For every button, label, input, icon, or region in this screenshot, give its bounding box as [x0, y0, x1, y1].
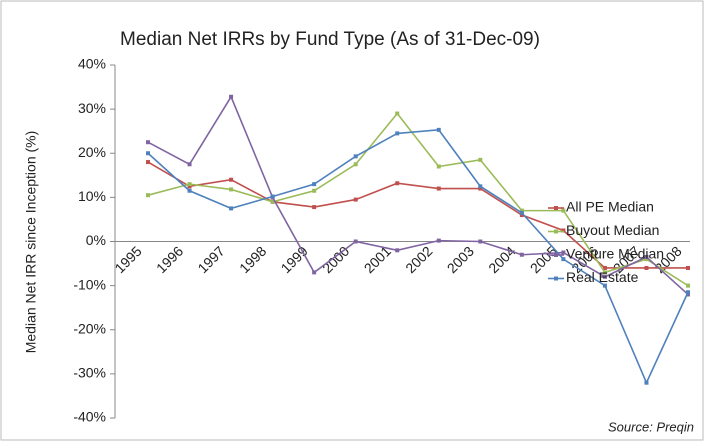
point-marker [312, 188, 317, 193]
point-marker [395, 111, 400, 116]
point-marker [478, 186, 483, 191]
point-marker [602, 283, 607, 288]
legend-marker [554, 253, 558, 257]
y-tick-label: -20% [73, 320, 106, 336]
point-marker [478, 184, 483, 189]
point-marker [146, 160, 150, 165]
point-marker [187, 188, 192, 193]
y-tick-label: -30% [73, 365, 106, 381]
point-marker [602, 265, 607, 270]
point-marker [519, 210, 524, 215]
point-marker [270, 194, 275, 199]
point-marker [146, 193, 150, 198]
point-marker [686, 290, 690, 295]
point-marker [561, 228, 566, 233]
point-marker [395, 181, 400, 186]
point-marker [436, 127, 441, 132]
y-tick-label: 10% [78, 188, 106, 204]
point-marker [644, 254, 649, 259]
point-marker [270, 199, 275, 204]
y-tick-label: 20% [78, 144, 106, 160]
chart-title: Median Net IRRs by Fund Type (As of 31-D… [120, 29, 540, 50]
point-marker [353, 197, 358, 202]
y-tick-label: -10% [73, 276, 106, 292]
legend-marker [554, 206, 558, 210]
point-marker [353, 239, 358, 244]
point-marker [436, 164, 441, 169]
y-tick-label: 0% [86, 232, 106, 248]
point-marker [353, 154, 358, 159]
point-marker [644, 380, 649, 385]
point-marker [602, 270, 607, 275]
point-marker [395, 131, 400, 136]
series-line [147, 129, 689, 385]
point-marker [686, 283, 690, 288]
legend-marker [554, 229, 558, 234]
point-marker [436, 238, 441, 243]
legend-label: All PE Median [566, 199, 654, 215]
point-marker [146, 140, 150, 145]
legend-marker [554, 276, 558, 281]
point-marker [312, 205, 317, 210]
source-note: Source: Preqin [608, 419, 694, 434]
point-marker [229, 206, 234, 211]
legend-label: Venture Median [566, 246, 664, 262]
point-marker [395, 248, 400, 253]
point-marker [602, 274, 607, 279]
point-marker [187, 182, 192, 187]
point-marker [644, 257, 649, 262]
point-marker [187, 162, 192, 167]
series-line [147, 112, 689, 287]
legend-label: Real Estate [566, 269, 639, 285]
point-marker [686, 265, 690, 270]
point-marker [229, 94, 234, 99]
point-marker [519, 213, 524, 218]
point-marker [436, 186, 441, 191]
y-axis-title: Median Net IRR since Inception (%) [23, 131, 39, 354]
y-tick-label: -40% [73, 409, 106, 425]
y-tick-label: 30% [78, 100, 106, 116]
point-marker [478, 157, 483, 162]
y-tick-label: 40% [78, 56, 106, 72]
point-marker [353, 162, 358, 167]
point-marker [229, 187, 234, 192]
point-marker [146, 151, 150, 156]
point-marker [561, 257, 566, 262]
point-marker [561, 208, 566, 213]
series-line [147, 95, 689, 296]
point-marker [478, 239, 483, 244]
point-marker [519, 208, 524, 213]
point-marker [644, 265, 649, 270]
point-marker [187, 184, 192, 189]
point-marker [561, 250, 566, 255]
point-marker [312, 270, 317, 275]
point-marker [312, 182, 317, 187]
point-marker [686, 292, 690, 297]
point-marker [519, 252, 524, 257]
legend-label: Buyout Median [566, 222, 659, 238]
point-marker [229, 177, 234, 182]
